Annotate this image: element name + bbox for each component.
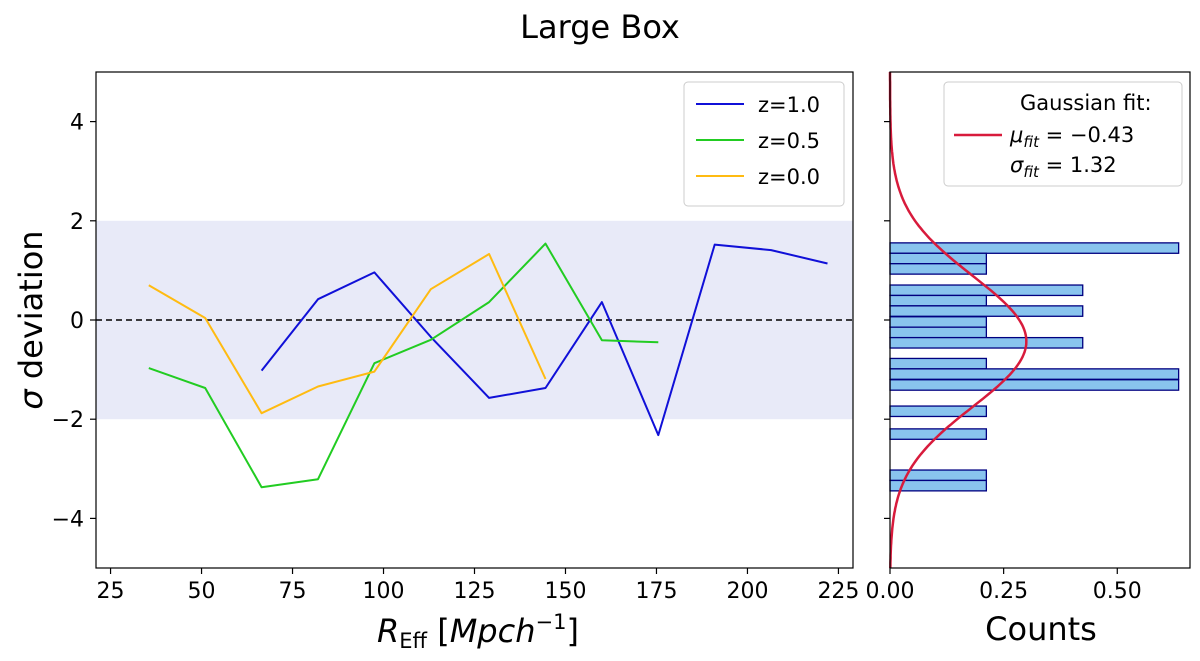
figure-title: Large Box: [520, 8, 680, 46]
y-tick-label: −2: [52, 408, 84, 433]
legend-label: z=0.0: [758, 165, 820, 189]
fit-legend-title: Gaussian fit:: [1020, 91, 1152, 115]
x-tick-label: 200: [726, 579, 768, 604]
histogram-bar: [889, 357, 988, 370]
main-y-axis-title: σ deviation: [12, 230, 50, 409]
y-tick-label: −4: [52, 507, 84, 532]
x-tick-label: 225: [817, 579, 859, 604]
hist-x-tick-label: 0.50: [1093, 579, 1142, 604]
y-tick-label: 4: [70, 111, 84, 136]
histogram-bar: [889, 336, 1084, 349]
x-tick-label: 50: [188, 579, 216, 604]
histogram-bar: [889, 242, 1180, 254]
x-tick-label: 150: [544, 579, 586, 604]
histogram-bar: [889, 263, 988, 275]
hist-x-tick-label: 0.00: [866, 579, 915, 604]
x-tick-label: 75: [279, 579, 307, 604]
x-tick-label: 25: [97, 579, 125, 604]
series-line-z=1.0: [260, 243, 828, 437]
x-tick-label: 100: [363, 579, 405, 604]
x-tick-label: 175: [635, 579, 677, 604]
histogram-bar: [889, 305, 1084, 317]
series-line-z=0.5: [148, 242, 659, 489]
y-tick-label: 0: [70, 309, 84, 334]
histogram-legend-box: [943, 81, 1183, 187]
y-tick-label: 2: [70, 210, 84, 235]
gaussian-fit-curve: [888, 72, 1028, 569]
histogram-chart: 0.00 0.25 0.50 Gaussian fit: μfit = −0.43σf…: [866, 71, 1191, 648]
fit-legend-sigma: σfit = 1.32: [1010, 153, 1117, 181]
main-x-axis-title: REff [Mpch−1]: [377, 610, 579, 653]
histogram-x-axis-title: Counts: [985, 610, 1097, 648]
histogram-bar: [889, 316, 988, 328]
hist-x-tick-label: 0.25: [979, 579, 1028, 604]
histogram-bar: [889, 428, 988, 440]
x-tick-label: 125: [454, 579, 496, 604]
histogram-bar: [889, 294, 988, 307]
main-chart: 25 50 75 100 125 150 175 200 225 −4 −2 0 2 4 z=1.0 z=…: [12, 71, 859, 653]
histogram-bar: [889, 252, 988, 265]
series-line-z=0.0: [148, 253, 547, 415]
legend-label: z=1.0: [758, 93, 820, 117]
legend-label: z=0.5: [758, 129, 820, 153]
histogram-bar: [889, 379, 1180, 391]
fit-legend-mu: μfit = −0.43: [1009, 123, 1134, 151]
histogram-bar: [889, 368, 1180, 380]
histogram-bar: [889, 326, 988, 339]
